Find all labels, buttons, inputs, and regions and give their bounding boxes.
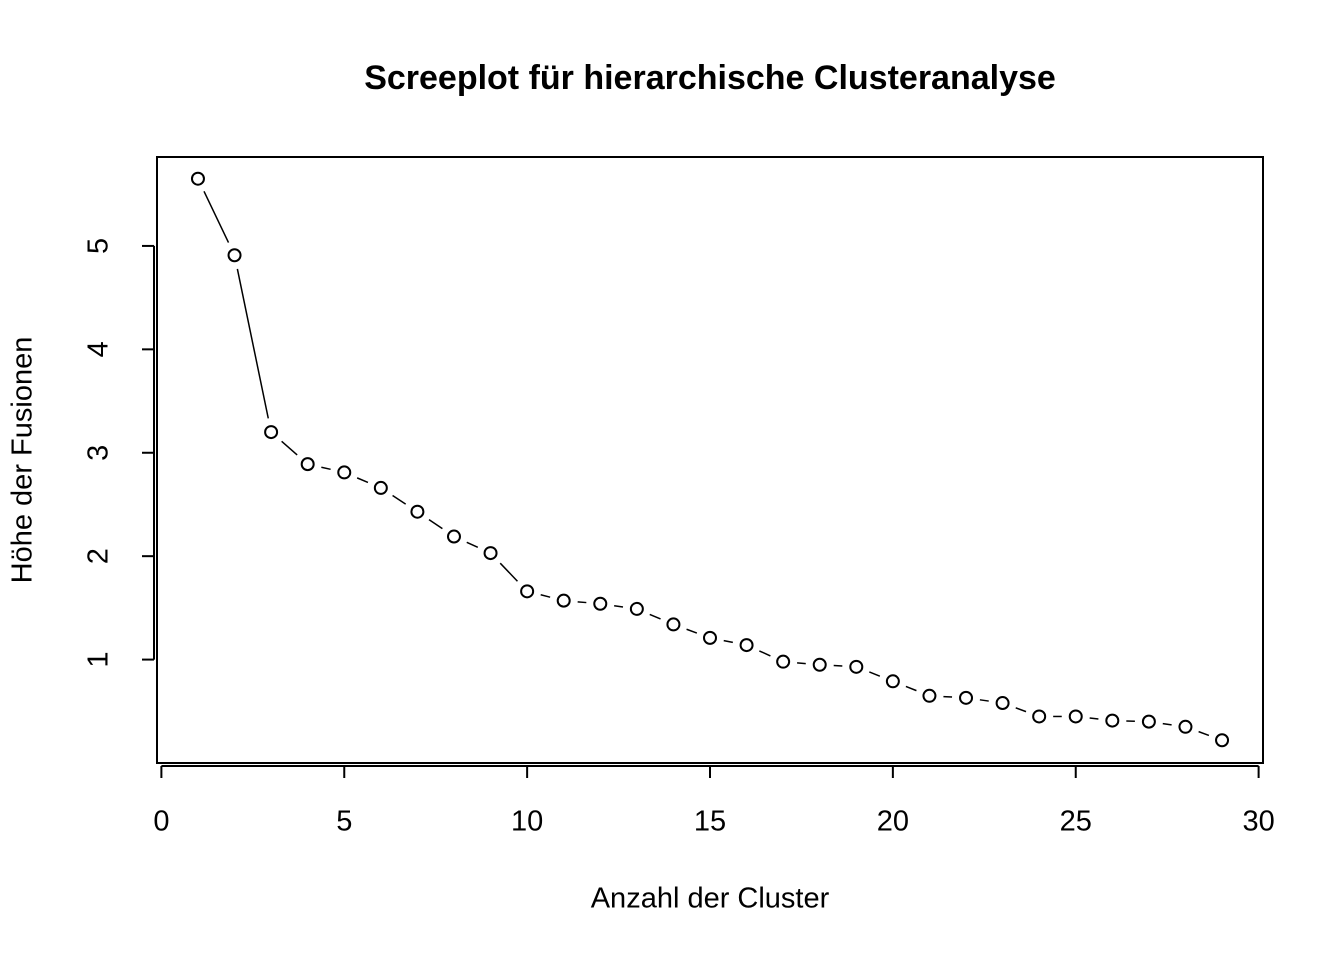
data-point (995, 696, 1010, 711)
line-segment (499, 562, 518, 582)
data-point (1068, 709, 1083, 724)
line-segment (466, 541, 479, 548)
line-segment (1162, 722, 1172, 726)
x-tick-label: 30 (1242, 806, 1274, 838)
line-segment (869, 671, 881, 677)
data-point (410, 504, 425, 519)
y-tick-label: 1 (83, 652, 115, 668)
y-axis-label: Höhe der Fusionen (7, 337, 39, 584)
data-point (1178, 719, 1193, 734)
line-segment (905, 685, 917, 692)
data-point (190, 171, 205, 186)
x-tick-label: 5 (336, 806, 352, 838)
y-tick-label: 5 (83, 238, 115, 254)
y-tick-label: 4 (83, 341, 115, 357)
line-segment (797, 662, 806, 665)
data-point (629, 601, 644, 616)
data-point (885, 674, 900, 689)
data-point (373, 480, 388, 495)
line-segment (649, 613, 661, 620)
line-segment (577, 601, 587, 604)
line-segment (236, 268, 270, 419)
chart-title: Screeplot für hierarchische Clusteranaly… (364, 59, 1056, 97)
data-point (556, 593, 571, 608)
y-tick-label: 2 (83, 548, 115, 564)
data-point (227, 248, 242, 263)
data-point (666, 617, 681, 632)
data-point (1215, 733, 1230, 748)
line-segment (1015, 707, 1027, 713)
x-tick-label: 0 (153, 806, 169, 838)
data-point (922, 688, 937, 703)
x-axis-label: Anzahl der Cluster (591, 883, 830, 915)
line-segment (392, 494, 407, 505)
line-segment (203, 191, 230, 243)
data-point (776, 654, 791, 669)
data-point (446, 529, 461, 544)
data-point (337, 465, 352, 480)
line-segment (979, 699, 989, 702)
line-segment (540, 594, 551, 598)
data-point (520, 584, 535, 599)
line-segment (356, 477, 369, 484)
data-point (849, 659, 864, 674)
data-point (1141, 714, 1156, 729)
x-tick-label: 25 (1060, 806, 1092, 838)
data-point (1105, 713, 1120, 728)
plot-frame (156, 156, 1264, 764)
data-point (300, 457, 315, 472)
x-tick-label: 10 (511, 806, 543, 838)
line-segment (686, 628, 698, 634)
data-point (812, 657, 827, 672)
line-segment (281, 440, 298, 456)
line-segment (321, 466, 331, 471)
data-point (483, 546, 498, 561)
data-point (703, 630, 717, 645)
line-segment (1089, 717, 1099, 720)
line-segment (1198, 730, 1210, 737)
line-segment (723, 639, 733, 644)
x-tick-label: 15 (694, 806, 726, 838)
data-point (1032, 709, 1047, 724)
x-tick-label: 20 (877, 806, 909, 838)
data-point (264, 425, 279, 440)
line-segment (428, 518, 443, 530)
y-tick-label: 3 (83, 445, 115, 461)
data-point (739, 638, 754, 653)
line-segment (759, 650, 771, 657)
data-point (593, 596, 608, 611)
line-segment (614, 604, 624, 608)
data-point (959, 690, 974, 705)
